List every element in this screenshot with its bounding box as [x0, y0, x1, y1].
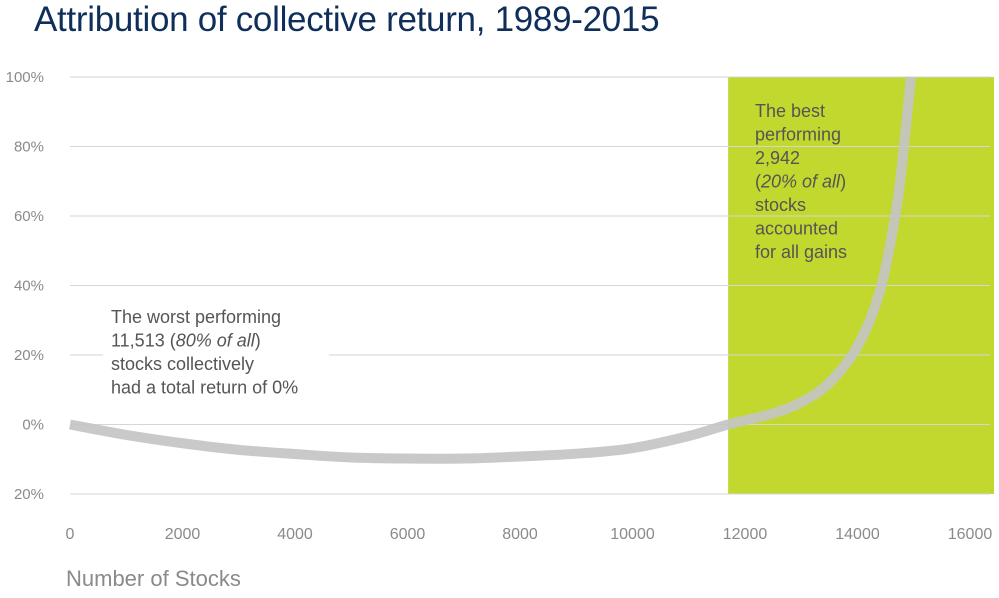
- x-tick-label: 10000: [610, 526, 655, 543]
- annotation-segment: performing: [755, 125, 841, 145]
- annotation-segment: for all gains: [755, 242, 847, 262]
- annotation-line: (20% of all): [755, 172, 846, 192]
- annotation-segment: stocks collectively: [111, 354, 254, 374]
- annotation-line: accounted: [755, 219, 838, 239]
- x-tick-label: 12000: [723, 526, 768, 543]
- annotation-line: stocks: [755, 195, 806, 215]
- y-tick-label: 40%: [14, 278, 44, 295]
- annotation-line: for all gains: [755, 242, 847, 262]
- annotation-segment: 2,942: [755, 148, 800, 168]
- annotation-segment: stocks: [755, 195, 806, 215]
- annotation-segment: The worst performing: [111, 307, 281, 327]
- x-tick-label: 0: [66, 526, 75, 543]
- annotation-segment: ): [255, 331, 261, 351]
- x-axis-ticks: 0 2000 4000 6000 8000 10000 12000 14000 16000: [66, 526, 993, 543]
- x-tick-label: 16000: [948, 526, 993, 543]
- annotation-segment: The best: [755, 101, 825, 121]
- annotation-line: The worst performing: [111, 307, 281, 327]
- x-tick-label: 6000: [390, 526, 426, 543]
- annotation-line: performing: [755, 125, 841, 145]
- y-tick-label: 100%: [6, 69, 44, 86]
- x-tick-label: 4000: [277, 526, 313, 543]
- x-tick-label: 14000: [835, 526, 880, 543]
- annotation-segment: (: [755, 172, 761, 192]
- chart-title: Attribution of collective return, 1989-2…: [34, 0, 660, 39]
- y-tick-label: 0%: [22, 417, 44, 434]
- x-axis-label: Number of Stocks: [66, 566, 241, 591]
- x-tick-label: 2000: [165, 526, 201, 543]
- annotation-segment: accounted: [755, 219, 838, 239]
- annotation-line: had a total return of 0%: [111, 378, 298, 398]
- annotation-best-group: The best performing 2,942 (20% of all) stock…: [755, 101, 847, 262]
- x-tick-label: 8000: [502, 526, 538, 543]
- annotation-segment: had a total return of 0%: [111, 378, 298, 398]
- y-tick-label: 60%: [14, 208, 44, 225]
- annotation-segment: 20% of all: [760, 172, 841, 192]
- annotation-line: 11,513 (80% of all): [111, 331, 261, 351]
- annotation-line: stocks collectively: [111, 354, 254, 374]
- y-tick-label: 20%: [14, 486, 44, 503]
- annotation-segment: ): [840, 172, 846, 192]
- annotation-background: [103, 303, 329, 407]
- y-tick-label: 20%: [14, 347, 44, 364]
- annotation-segment: 11,513 (: [111, 331, 176, 351]
- series-group: [69, 76, 916, 464]
- series-line: [69, 76, 916, 464]
- annotation-line: The best: [755, 101, 825, 121]
- annotation-segment: 80% of all: [176, 331, 256, 351]
- y-axis-ticks: 100% 80% 60% 40% 20% 0% 20%: [6, 69, 44, 503]
- y-tick-label: 80%: [14, 139, 44, 156]
- annotation-line: 2,942: [755, 148, 800, 168]
